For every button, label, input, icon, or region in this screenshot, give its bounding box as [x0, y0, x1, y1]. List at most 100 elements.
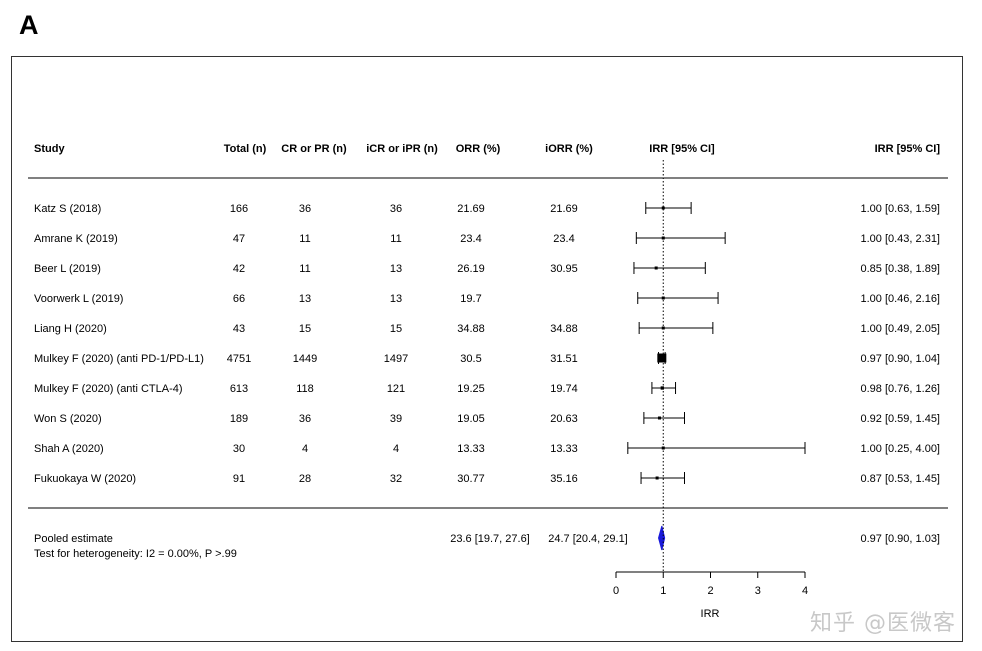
cell-cr-pr: 13 — [299, 293, 311, 305]
cell-study: Katz S (2018) — [34, 203, 101, 215]
cell-cr-pr: 4 — [302, 443, 308, 455]
pooled-row: Pooled estimate Test for heterogeneity: … — [34, 533, 940, 560]
cell-icr-ipr: 39 — [390, 413, 402, 425]
cell-orr: 21.69 — [457, 203, 485, 215]
cell-irr-text: 0.98 [0.76, 1.26] — [860, 383, 940, 395]
x-tick-label: 4 — [802, 585, 808, 597]
cell-total: 30 — [233, 443, 245, 455]
header-icr-ipr: iCR or iPR (n) — [366, 143, 438, 155]
x-axis: 0 1 2 3 4 — [613, 571, 808, 597]
cell-irr-text: 1.00 [0.46, 2.16] — [860, 293, 940, 305]
cell-irr-text: 0.97 [0.90, 1.04] — [860, 353, 940, 365]
cell-iorr: 20.63 — [550, 413, 578, 425]
watermark: 知乎 @医微客 — [810, 611, 956, 636]
cell-orr: 19.05 — [457, 413, 485, 425]
cell-total: 166 — [230, 203, 248, 215]
cell-study: Shah A (2020) — [34, 443, 104, 455]
x-tick-label: 0 — [613, 585, 619, 597]
header-iorr: iORR (%) — [545, 143, 593, 155]
cell-orr: 34.88 — [457, 323, 485, 335]
pooled-orr: 23.6 [19.7, 27.6] — [450, 533, 530, 545]
point-estimate — [654, 266, 658, 270]
x-tick-label: 2 — [707, 585, 713, 597]
cell-cr-pr: 36 — [299, 413, 311, 425]
cell-cr-pr: 36 — [299, 203, 311, 215]
cell-icr-ipr: 15 — [390, 323, 402, 335]
cell-total: 47 — [233, 233, 245, 245]
cell-study: Mulkey F (2020) (anti PD-1/PD-L1) — [34, 353, 204, 365]
cell-iorr: 21.69 — [550, 203, 578, 215]
cell-cr-pr: 11 — [299, 233, 310, 245]
pooled-iorr: 24.7 [20.4, 29.1] — [548, 533, 628, 545]
point-estimate — [661, 206, 665, 210]
cell-icr-ipr: 1497 — [384, 353, 408, 365]
cell-irr-text: 1.00 [0.49, 2.05] — [860, 323, 940, 335]
point-estimate — [655, 476, 659, 480]
cell-orr: 19.25 — [457, 383, 485, 395]
pooled-irr-text: 0.97 [0.90, 1.03] — [860, 533, 940, 545]
header-irr-text: IRR [95% CI] — [875, 143, 941, 155]
cell-total: 4751 — [227, 353, 251, 365]
plot-marks — [627, 160, 806, 572]
cell-cr-pr: 11 — [299, 263, 310, 275]
cell-total: 42 — [233, 263, 245, 275]
cell-iorr: 13.33 — [550, 443, 578, 455]
pooled-label: Pooled estimate — [34, 533, 113, 545]
x-axis-label: IRR — [701, 608, 720, 620]
cell-irr-text: 0.85 [0.38, 1.89] — [860, 263, 940, 275]
cell-study: Beer L (2019) — [34, 263, 101, 275]
cell-cr-pr: 15 — [299, 323, 311, 335]
forest-plot-frame — [11, 56, 963, 642]
cell-study: Voorwerk L (2019) — [34, 293, 123, 305]
cell-irr-text: 1.00 [0.43, 2.31] — [860, 233, 940, 245]
point-estimate — [657, 416, 661, 420]
header-cr-pr: CR or PR (n) — [281, 143, 347, 155]
cell-iorr: 34.88 — [550, 323, 578, 335]
cell-irr-text: 0.87 [0.53, 1.45] — [860, 473, 940, 485]
cell-icr-ipr: 32 — [390, 473, 402, 485]
cell-irr-text: 1.00 [0.25, 4.00] — [860, 443, 940, 455]
cell-icr-ipr: 13 — [390, 263, 402, 275]
cell-iorr: 23.4 — [553, 233, 574, 245]
point-estimate — [657, 353, 667, 363]
cell-icr-ipr: 11 — [390, 233, 401, 245]
cell-cr-pr: 1449 — [293, 353, 317, 365]
cell-icr-ipr: 13 — [390, 293, 402, 305]
cell-icr-ipr: 4 — [393, 443, 399, 455]
cell-irr-text: 0.92 [0.59, 1.45] — [860, 413, 940, 425]
header-irr-plot: IRR [95% CI] — [649, 143, 715, 155]
cell-icr-ipr: 36 — [390, 203, 402, 215]
cell-total: 43 — [233, 323, 245, 335]
cell-iorr: 19.74 — [550, 383, 578, 395]
cell-cr-pr: 118 — [296, 383, 314, 395]
cell-iorr: 35.16 — [550, 473, 578, 485]
study-rows: Katz S (2018) 166 36 36 21.69 21.69 1.00 [0.63… — [34, 203, 940, 485]
cell-iorr: 30.95 — [550, 263, 578, 275]
cell-orr: 26.19 — [457, 263, 485, 275]
column-headers: Study Total (n) CR or PR (n) iCR or iPR … — [34, 143, 940, 155]
cell-total: 66 — [233, 293, 245, 305]
cell-icr-ipr: 121 — [387, 383, 405, 395]
cell-orr: 19.7 — [460, 293, 481, 305]
cell-study: Mulkey F (2020) (anti CTLA-4) — [34, 383, 183, 395]
header-study: Study — [34, 143, 65, 155]
cell-orr: 30.77 — [457, 473, 485, 485]
x-tick-label: 1 — [660, 585, 666, 597]
cell-cr-pr: 28 — [299, 473, 311, 485]
cell-study: Amrane K (2019) — [34, 233, 118, 245]
x-tick-label: 3 — [755, 585, 761, 597]
cell-orr: 23.4 — [460, 233, 481, 245]
panel-label: A — [19, 10, 39, 40]
cell-total: 613 — [230, 383, 248, 395]
cell-iorr: 31.51 — [550, 353, 578, 365]
header-total: Total (n) — [224, 143, 267, 155]
cell-total: 91 — [233, 473, 245, 485]
cell-study: Fukuokaya W (2020) — [34, 473, 136, 485]
cell-study: Won S (2020) — [34, 413, 102, 425]
heterogeneity-label: Test for heterogeneity: I2 = 0.00%, P >.… — [34, 548, 237, 560]
cell-total: 189 — [230, 413, 248, 425]
cell-orr: 30.5 — [460, 353, 481, 365]
point-estimate — [660, 386, 664, 390]
header-orr: ORR (%) — [456, 143, 501, 155]
